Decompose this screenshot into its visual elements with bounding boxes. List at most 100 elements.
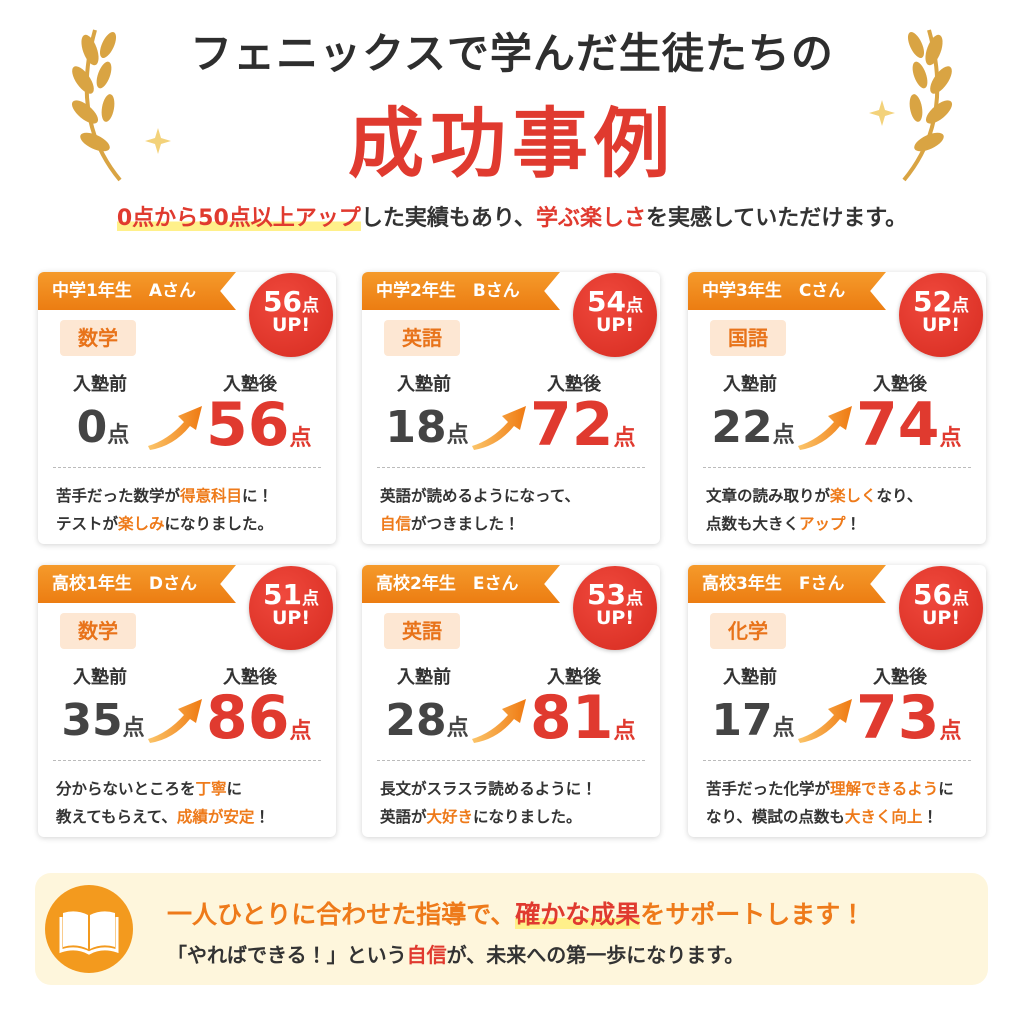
text-segment: 大好き [426,808,474,826]
badge-up: UP! [271,607,311,629]
after-label: 入塾後 [547,667,601,688]
text-segment: 苦手だった化学が [706,780,831,798]
text-segment: 苦手だった数学が [56,487,181,505]
arrow [148,699,202,743]
text-segment: 楽しく [830,487,877,505]
before-unit: 点 [772,716,795,741]
text-segment: 成績が安定 [176,808,255,826]
case-card: 高校2年生 Eさん 53点 UP! 英語入塾前 入塾後 28点 81 点長文がスラスラ読めるよ… [362,565,660,837]
text-segment: 分からないところを [56,780,196,798]
badge-up: UP! [921,314,961,336]
badge-score: 51点 [249,578,333,611]
after-unit: 点 [289,426,312,451]
text-segment: 自信 [380,515,412,533]
before-score: 17点 [698,695,808,746]
badge-score: 53点 [573,578,657,611]
text-segment: 大きく向上 [844,808,923,826]
before-label: 入塾前 [397,667,451,688]
comment-line: 長文がスラスラ読めるように！ [380,777,597,799]
before-label: 入塾前 [73,667,127,688]
text-segment: が、未来への第一歩になります。 [446,943,745,967]
student-tab: 中学1年生 Aさん [38,272,236,310]
comment-line: なり、模試の点数も大きく向上！ [706,805,938,827]
intro: 0点から50点以上アップした実績もあり、学ぶ楽しさを実感していただけます。 [0,200,1024,232]
before-score: 0点 [48,402,158,453]
text-segment: をサポートします！ [640,900,866,929]
before-unit: 点 [122,716,145,741]
text-segment: ！ [254,808,270,826]
before-number: 18 [385,402,447,453]
text-segment: 丁寧 [195,780,227,798]
text-segment: 教えてもらえて、 [56,808,177,826]
text-segment: なり、模試の点数も [706,808,845,826]
after-label: 入塾後 [223,667,277,688]
student-tab: 高校1年生 Dさん [38,565,236,603]
badge-score: 56点 [899,578,983,611]
before-label: 入塾前 [723,667,777,688]
before-number: 0 [76,402,108,453]
after-score: 74点 [856,390,986,460]
laurel-left [71,29,122,182]
text-segment: 0点から50点以上アップ [116,206,361,231]
text-segment: 長文がスラスラ読めるように！ [380,780,597,798]
badge-up: UP! [595,607,635,629]
subject: 数学 [60,320,136,356]
text-segment: 学ぶ楽しさ [535,206,646,231]
subject: 英語 [384,320,460,356]
student-tab: 高校3年生 Fさん [688,565,886,603]
comment-line: 自信がつきました！ [380,512,520,534]
badge-unit: 点 [625,589,643,609]
subject: 英語 [384,613,460,649]
text-segment: に [226,780,243,798]
gain-badge: 56点 UP! [899,566,983,650]
book-icon [45,885,133,973]
divider [703,760,971,761]
after-number: 56 [206,390,290,460]
text-segment: になりました。 [164,515,274,533]
comment-line: 英語が大好きになりました。 [380,805,582,827]
after-score: 86点 [206,683,336,753]
badge-unit: 点 [301,589,319,609]
text-segment: テストが [56,515,119,533]
text-segment: 文章の読み取りが [706,487,831,505]
divider [377,467,645,468]
after-label: 入塾後 [873,667,927,688]
badge-number: 56 [913,578,952,611]
comment-line: 苦手だった化学が理解できるように [706,777,954,799]
divider [53,467,321,468]
after-number: 86 [206,683,290,753]
divider [53,760,321,761]
before-number: 35 [61,695,123,746]
text-segment: 「やればできる！」という [167,943,407,967]
after-unit: 点 [289,719,312,744]
divider [377,760,645,761]
badge-up: UP! [271,314,311,336]
text-segment: になりました。 [473,808,582,826]
arrow [798,699,852,743]
comment-line: 文章の読み取りが楽しくなり、 [706,484,922,506]
text-segment: 英語が [380,808,427,826]
sparkle [145,128,171,154]
after-number: 81 [530,683,614,753]
text-segment: がつきました！ [411,515,520,533]
badge-score: 52点 [899,285,983,318]
before-score: 28点 [372,695,482,746]
comment-line: 苦手だった数学が得意科目に！ [56,484,273,506]
comment-line: 点数も大きくアップ！ [706,512,861,534]
student-tab: 高校2年生 Eさん [362,565,560,603]
before-score: 18点 [372,402,482,453]
subject: 国語 [710,320,786,356]
subject: 化学 [710,613,786,649]
before-unit: 点 [772,423,795,448]
after-score: 56点 [206,390,336,460]
arrow [798,406,852,450]
badge-unit: 点 [951,589,969,609]
footer-line: 一人ひとりに合わせた指導で、確かな成果をサポートします！ [167,895,865,931]
laurel-right [902,29,953,182]
text-segment: に [938,780,954,798]
gain-badge: 52点 UP! [899,273,983,357]
case-card: 中学1年生 Aさん 56点 UP! 数学 入塾前 入塾後 0点 56点 苦手だった数学が得意科目… [38,272,336,544]
badge-up: UP! [595,314,635,336]
before-score: 35点 [48,695,158,746]
